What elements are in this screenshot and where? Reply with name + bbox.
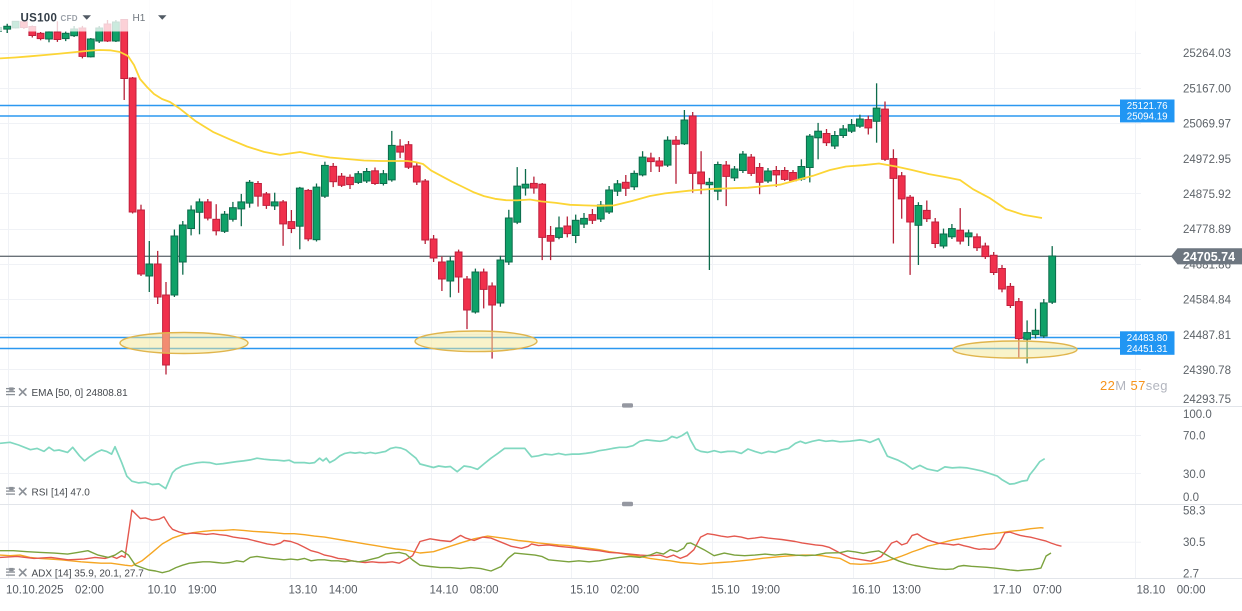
svg-text:15.10 19:00: 15.10 19:00 [711,585,780,597]
svg-text:0.0: 0.0 [1183,492,1199,504]
svg-text:24451.31: 24451.31 [1127,344,1168,355]
svg-text:13.10 14:00: 13.10 14:00 [289,585,358,597]
svg-text:ADX [14] 35.9, 20.1, 27.7: ADX [14] 35.9, 20.1, 27.7 [32,568,145,579]
svg-text:24972.95: 24972.95 [1183,154,1231,166]
svg-text:30.0: 30.0 [1183,469,1205,481]
svg-text:16.10 13:00: 16.10 13:00 [852,585,921,597]
svg-text:24875.92: 24875.92 [1183,189,1231,201]
svg-text:24390.78: 24390.78 [1183,365,1231,377]
svg-text:24778.89: 24778.89 [1183,224,1231,236]
svg-text:14.10 08:00: 14.10 08:00 [430,585,499,597]
svg-text:30.5: 30.5 [1183,537,1205,549]
svg-text:10.10.2025 02:00: 10.10.2025 02:00 [6,585,104,597]
svg-text:22M 57seg: 22M 57seg [1100,378,1168,393]
svg-text:25069.97: 25069.97 [1183,119,1231,131]
svg-text:15.10 02:00: 15.10 02:00 [570,585,639,597]
svg-text:24483.80: 24483.80 [1127,333,1168,344]
svg-text:2.7: 2.7 [1183,569,1199,581]
svg-text:H1: H1 [133,13,146,24]
svg-text:25167.00: 25167.00 [1183,83,1231,95]
svg-text:24293.75: 24293.75 [1183,394,1231,406]
svg-text:17.10 07:00: 17.10 07:00 [993,585,1062,597]
svg-text:US100: US100 [21,12,58,24]
svg-text:18.10 00:00: 18.10 00:00 [1137,585,1206,597]
svg-text:EMA [50, 0] 24808.81: EMA [50, 0] 24808.81 [32,388,129,399]
svg-text:24487.81: 24487.81 [1183,330,1231,342]
svg-text:25121.76: 25121.76 [1127,101,1168,112]
svg-text:25264.03: 25264.03 [1183,48,1231,60]
svg-text:CFD: CFD [61,14,78,23]
svg-text:100.0: 100.0 [1183,409,1212,421]
svg-text:25094.19: 25094.19 [1127,112,1168,123]
svg-text:24705.74: 24705.74 [1183,250,1235,264]
svg-text:10.10 19:00: 10.10 19:00 [148,585,217,597]
svg-text:RSI [14] 47.0: RSI [14] 47.0 [32,487,91,498]
svg-text:58.3: 58.3 [1183,506,1205,518]
svg-text:24584.84: 24584.84 [1183,295,1232,307]
svg-text:70.0: 70.0 [1183,431,1205,443]
